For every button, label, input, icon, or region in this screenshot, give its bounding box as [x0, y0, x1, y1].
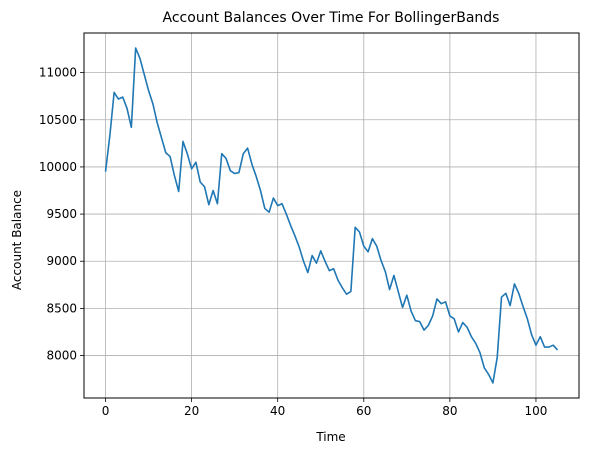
- y-tick-label: 10000: [39, 160, 77, 174]
- x-tick-label: 80: [442, 404, 457, 418]
- x-tick-label: 20: [184, 404, 199, 418]
- x-axis: 0 20 40 60 80 100: [102, 398, 548, 418]
- y-axis: 8000 8500 9000 9500 10000 10500 11000: [39, 66, 84, 363]
- y-axis-label: Account Balance: [10, 190, 24, 290]
- account-balance-series-line: [104, 47, 559, 384]
- chart-title: Account Balances Over Time For Bollinger…: [163, 10, 500, 26]
- x-tick-label: 60: [356, 404, 371, 418]
- grid-layer: [84, 33, 579, 398]
- y-tick-label: 8500: [46, 301, 77, 315]
- y-tick-label: 9500: [46, 207, 77, 221]
- y-tick-label: 8000: [46, 349, 77, 363]
- series-layer: [104, 47, 559, 384]
- x-tick-label: 40: [270, 404, 285, 418]
- x-tick-label: 100: [525, 404, 548, 418]
- y-tick-label: 9000: [46, 254, 77, 268]
- x-axis-label: Time: [315, 430, 345, 444]
- plot-frame: [83, 32, 580, 399]
- x-tick-label: 0: [102, 404, 110, 418]
- y-tick-label: 11000: [39, 66, 77, 80]
- y-tick-label: 10500: [39, 113, 77, 127]
